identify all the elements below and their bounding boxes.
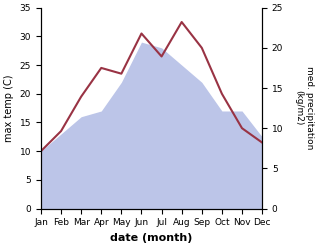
X-axis label: date (month): date (month) — [110, 233, 193, 243]
Y-axis label: med. precipitation
(kg/m2): med. precipitation (kg/m2) — [294, 66, 314, 150]
Y-axis label: max temp (C): max temp (C) — [4, 74, 14, 142]
